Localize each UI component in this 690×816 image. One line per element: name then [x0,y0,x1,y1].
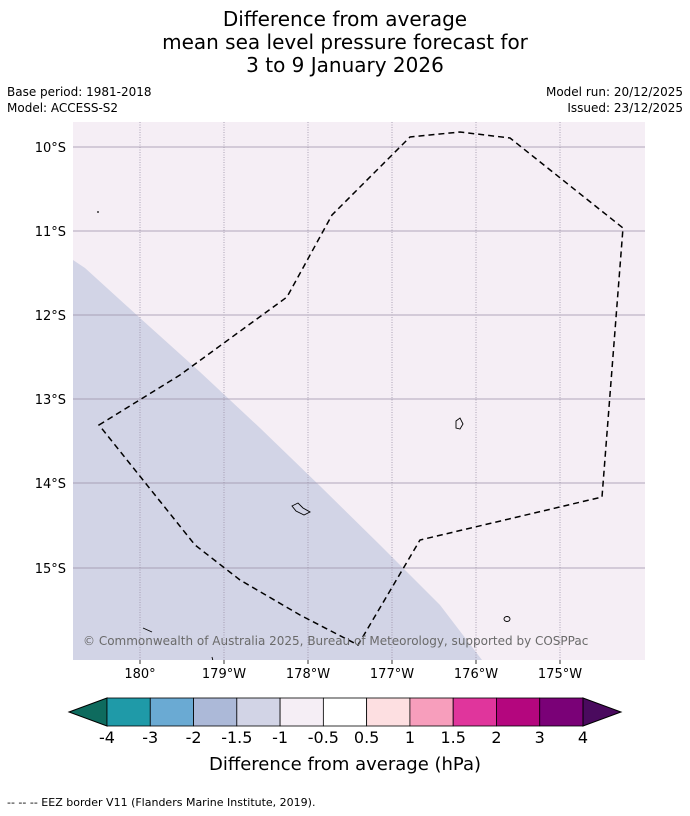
map-figure: © Commonwealth of Australia 2025, Bureau… [35,122,645,775]
lon-tick-label: 176°W [454,667,498,682]
colorbar-swatch [496,697,541,727]
lat-tick-label: 10°S [35,141,66,156]
issued-date: Issued: 23/12/2025 [567,101,683,115]
colorbar-tick-label: -4 [99,728,115,747]
colorbar-max-extend [582,697,623,727]
lon-tick-label: 175°W [538,667,582,682]
island-outline [503,616,511,622]
colorbar-min-extend [67,697,108,727]
model-name: Model: ACCESS-S2 [7,101,119,115]
lat-tick-label: 11°S [35,225,66,240]
colorbar-swatch [539,697,584,727]
colorbar-tick-label: 0.5 [354,728,379,747]
colorbar-label: Difference from average (hPa) [209,754,481,775]
colorbar-tick-label: 3 [535,728,545,747]
colorbar-swatch [366,697,411,727]
title-line-2: mean sea level pressure forecast for [162,30,528,54]
colorbar-swatch [322,697,368,727]
eez-border [97,131,624,646]
meta-right: Model run: 20/12/2025 Issued: 23/12/2025 [546,84,683,116]
colorbar-tick-label: -0.5 [308,728,339,747]
island-outline [97,211,99,213]
colorbar-tick-label: -1 [272,728,288,747]
island-outline [142,627,153,633]
lat-tick-label: 13°S [35,393,66,408]
colorbar-swatch [236,697,281,727]
eez-legend: -- -- -- EEZ border V11 (Flanders Marine… [7,796,316,809]
map-panel: © Commonwealth of Australia 2025, Bureau… [73,122,645,660]
lat-tick-label: 14°S [35,477,66,492]
lat-tick-label: 12°S [35,309,66,324]
colorbar: -4 -3 -2 -1.5 -1 -0.5 0.5 1 1.5 2 3 4 [67,697,623,747]
colorbar-tick-label: 1 [405,728,415,747]
colorbar-swatch [409,697,454,727]
chart-title: Difference from average mean sea level p… [0,8,690,77]
meta-left: Base period: 1981-2018 Model: ACCESS-S2 [7,84,152,116]
colorbar-swatch [106,697,151,727]
lon-tick-label: 179°W [202,667,246,682]
colorbar-tick-label: 2 [491,728,501,747]
island-outline [455,417,464,430]
axis-labels: 180° 179°W 178°W 177°W 176°W 175°W 10°S 11°S 12°… [35,141,583,682]
title-line-3: 3 to 9 January 2026 [246,53,444,77]
colorbar-tick-label: -3 [142,728,158,747]
colorbar-tick-label: 4 [578,728,588,747]
island-outline [291,502,311,516]
lon-tick-label: 180° [124,667,155,682]
base-period: Base period: 1981-2018 [7,85,152,99]
colorbar-tick-label: -2 [186,728,202,747]
title-line-1: Difference from average [222,7,468,31]
field-minus-1-5-to-minus-1 [73,260,482,660]
gridlines [73,122,645,660]
colorbar-tick-label: 1.5 [440,728,465,747]
colorbar-swatch [149,697,194,727]
colorbar-swatch [279,697,324,727]
lat-tick-label: 15°S [35,562,66,577]
colorbar-swatch [452,697,497,727]
attribution-text: © Commonwealth of Australia 2025, Bureau… [83,634,588,648]
lon-tick-label: 178°W [286,667,330,682]
island-outline [211,656,214,660]
colorbar-tick-label: -1.5 [221,728,252,747]
model-run: Model run: 20/12/2025 [545,85,683,99]
colorbar-swatch [193,697,238,727]
lon-tick-label: 177°W [370,667,414,682]
